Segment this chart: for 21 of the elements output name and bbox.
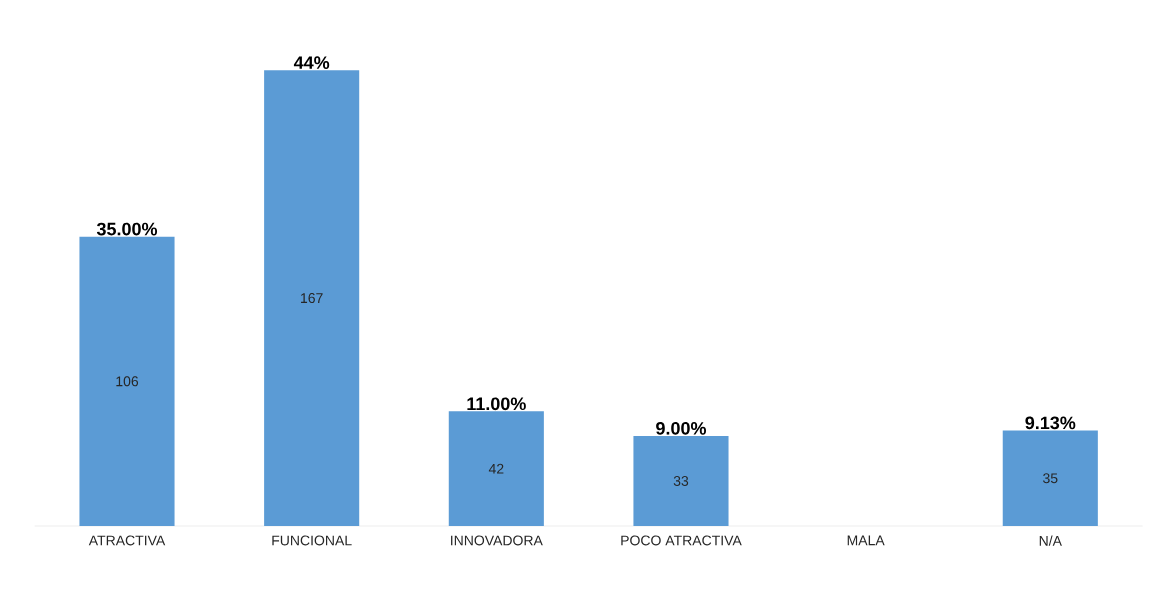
x-tick-label: N/A (1039, 535, 1062, 546)
bar (633, 435, 729, 526)
x-tick-label: POCO ATRACTIVA (621, 535, 742, 546)
data-label: 167 (301, 293, 323, 304)
x-tick-label: INNOVADORA (451, 535, 543, 546)
data-label: 42 (488, 463, 504, 474)
annotation: 9.00% (656, 421, 707, 435)
annotation: 44% (293, 56, 330, 69)
annotation: 9.13% (1025, 416, 1076, 430)
data-label: 33 (673, 476, 689, 486)
bar (448, 411, 544, 526)
bar (264, 70, 360, 526)
x-tick-label: FUNCIONAL (272, 535, 352, 546)
data-label: 35 (1043, 473, 1058, 484)
bar (79, 236, 175, 526)
x-tick-label: ATRACTIVA (88, 535, 166, 546)
annotation: 11.00% (467, 397, 526, 411)
x-tick-label: MALA (847, 535, 885, 546)
bar (1002, 430, 1098, 526)
annotation: 35.00% (96, 222, 158, 236)
data-label: 106 (116, 376, 139, 387)
